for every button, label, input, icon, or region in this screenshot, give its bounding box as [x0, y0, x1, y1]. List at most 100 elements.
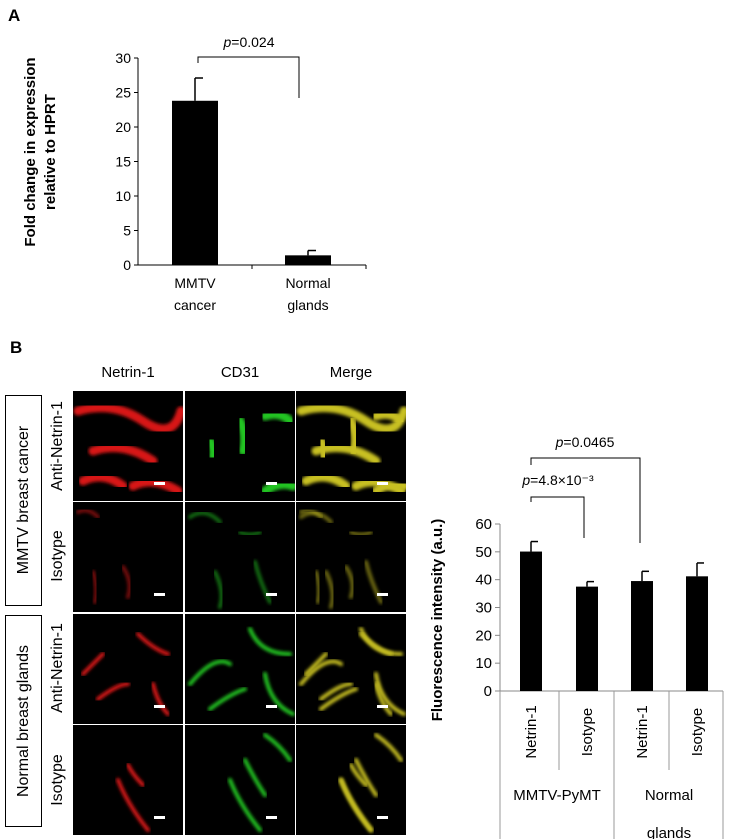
scale-bar [154, 816, 165, 819]
bar [172, 100, 218, 265]
column-header-netrin: Netrin-1 [101, 364, 155, 381]
fluorescence-signal [136, 632, 170, 656]
fluorescence-signal [243, 758, 267, 797]
fluorescence-signal [228, 778, 262, 832]
scale-bar [154, 705, 165, 708]
y-tick-label: 5 [123, 223, 131, 239]
fluorescence-signal [260, 409, 295, 426]
group-box-mmtv [5, 395, 42, 606]
fluorescence-signal [324, 570, 335, 609]
fluorescence-signal [319, 687, 358, 711]
y-tick-label: 30 [475, 600, 492, 617]
fluorescence-signal [213, 570, 224, 609]
column-header-merge: Merge [329, 364, 373, 381]
fluorescence-signal [96, 682, 130, 701]
y-tick-label: 25 [115, 85, 131, 101]
fluorescence-signal [263, 733, 292, 762]
y-tick-label: 20 [115, 119, 131, 135]
y-tick-label: 0 [484, 683, 492, 700]
y-tick-label: 30 [115, 50, 131, 66]
y-axis-label: Fluorescence intensity (a.u.) [429, 519, 446, 722]
merge-micrograph [296, 614, 406, 724]
fluorescence-signal [188, 511, 222, 524]
merge-micrograph [296, 502, 406, 612]
y-tick-label: 10 [115, 188, 131, 204]
fluorescence-signal [248, 627, 292, 656]
y-tick-label: 60 [475, 516, 492, 533]
fluorescence-signal [346, 416, 360, 456]
merge-micrograph [296, 391, 406, 501]
x-tick-label: Isotype [689, 708, 706, 756]
cd31-micrograph [185, 614, 295, 724]
fluorescence-signal [76, 508, 100, 519]
fluorescence-signal [126, 763, 145, 787]
y-tick-label: 10 [475, 655, 492, 672]
p-value-label-b2: p=0.0465 [555, 434, 615, 450]
x-tick-label: MMTV [174, 275, 216, 291]
netrin-1-micrograph [73, 391, 183, 501]
significance-bracket [530, 457, 641, 543]
fluorescence-signal [314, 570, 322, 604]
fluorescence-signal [73, 403, 183, 434]
scale-bar [154, 593, 165, 596]
fluorescence-signal [151, 682, 170, 716]
fluorescence-signal [354, 758, 378, 797]
bar [520, 551, 542, 691]
fluorescence-signal [374, 733, 403, 762]
significance-bracket [197, 56, 300, 98]
fluorescence-signal [238, 530, 262, 537]
fluorescence-signal [316, 436, 330, 461]
fluorescence-signal [299, 659, 343, 686]
fluorescence-signal [121, 565, 132, 599]
fluorescence-signal [235, 416, 249, 456]
fluorescence-signal [116, 778, 150, 832]
fluorescence-signal [299, 511, 333, 524]
panel-b-label: B [10, 338, 23, 357]
fluorescence-signal [205, 436, 219, 461]
scale-bar [154, 482, 165, 485]
bar [576, 586, 598, 691]
scale-bar [377, 705, 388, 708]
fluorescence-signal [374, 682, 393, 716]
x-tick-label: cancer [174, 297, 216, 313]
bar [285, 255, 331, 265]
cd31-micrograph [185, 502, 295, 612]
panel-a-label: A [8, 6, 21, 25]
x-tick-label: Netrin-1 [634, 705, 651, 758]
bar [631, 581, 653, 691]
fluorescence-signal [208, 687, 247, 711]
fluorescence-signal [296, 403, 406, 434]
fluorescence-signal [349, 763, 368, 787]
fluorescence-signal [304, 652, 328, 676]
group-label: MMTV-PyMT [513, 787, 601, 804]
scale-bar [377, 593, 388, 596]
fluorescence-signal [374, 672, 406, 716]
fluorescence-signal [359, 627, 403, 656]
y-tick-label: 0 [123, 257, 131, 273]
significance-bracket [530, 496, 585, 538]
bar [686, 576, 708, 691]
fluorescence-signal [263, 672, 295, 716]
y-tick-label: 15 [115, 154, 131, 170]
fluorescence-signal [349, 530, 373, 537]
group-label: Normal [645, 787, 693, 804]
y-tick-label: 50 [475, 544, 492, 561]
fluorescence-signal [253, 560, 272, 604]
x-tick-label: Isotype [579, 708, 596, 756]
fluorescence-signal [188, 659, 232, 686]
fluorescence-signal [88, 443, 158, 466]
p-value-label-a: p=0.024 [223, 34, 275, 50]
x-tick-label: Netrin-1 [523, 705, 540, 758]
cd31-micrograph [185, 391, 295, 501]
fluorescence-signal [301, 472, 351, 491]
p-value-label-b1: p=4.8×10⁻³ [522, 472, 594, 488]
netrin-1-micrograph [73, 502, 183, 612]
scale-bar [266, 705, 277, 708]
x-tick-label: glands [287, 297, 328, 313]
scale-bar [377, 482, 388, 485]
fluorescence-signal [371, 479, 406, 496]
group-label: glands [647, 825, 691, 839]
fluorescence-signal [78, 472, 128, 491]
